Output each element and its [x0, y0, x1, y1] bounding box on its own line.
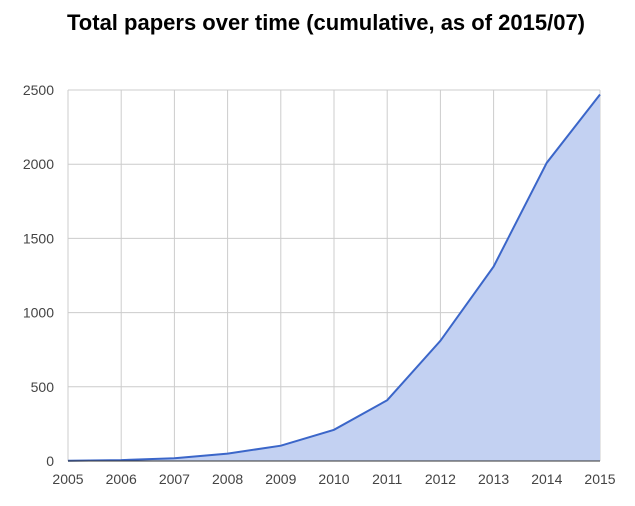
x-tick-label: 2010	[318, 471, 349, 487]
x-tick-label: 2014	[531, 471, 562, 487]
x-axis-labels: 2005 2006 2007 2008 2009 2010 2011 2012 2013 2014…	[52, 471, 615, 487]
y-tick-label: 2000	[23, 156, 54, 172]
y-tick-label: 1500	[23, 230, 54, 246]
x-tick-label: 2012	[425, 471, 456, 487]
y-axis-labels: 0 500 1000 1500 2000 2500	[23, 82, 54, 469]
x-tick-label: 2005	[52, 471, 83, 487]
chart-title: Total papers over time (cumulative, as o…	[67, 10, 586, 35]
x-tick-label: 2011	[372, 471, 402, 487]
y-tick-label: 500	[31, 379, 55, 395]
series-area	[68, 94, 600, 461]
y-tick-label: 2500	[23, 82, 54, 98]
x-tick-label: 2007	[159, 471, 190, 487]
x-tick-label: 2008	[212, 471, 243, 487]
series-line	[67, 93, 601, 462]
y-tick-label: 1000	[23, 305, 54, 321]
x-tick-label: 2015	[584, 471, 615, 487]
x-tick-label: 2013	[478, 471, 509, 487]
y-tick-label: 0	[46, 453, 54, 469]
x-tick-label: 2006	[106, 471, 137, 487]
x-tick-label: 2009	[265, 471, 296, 487]
